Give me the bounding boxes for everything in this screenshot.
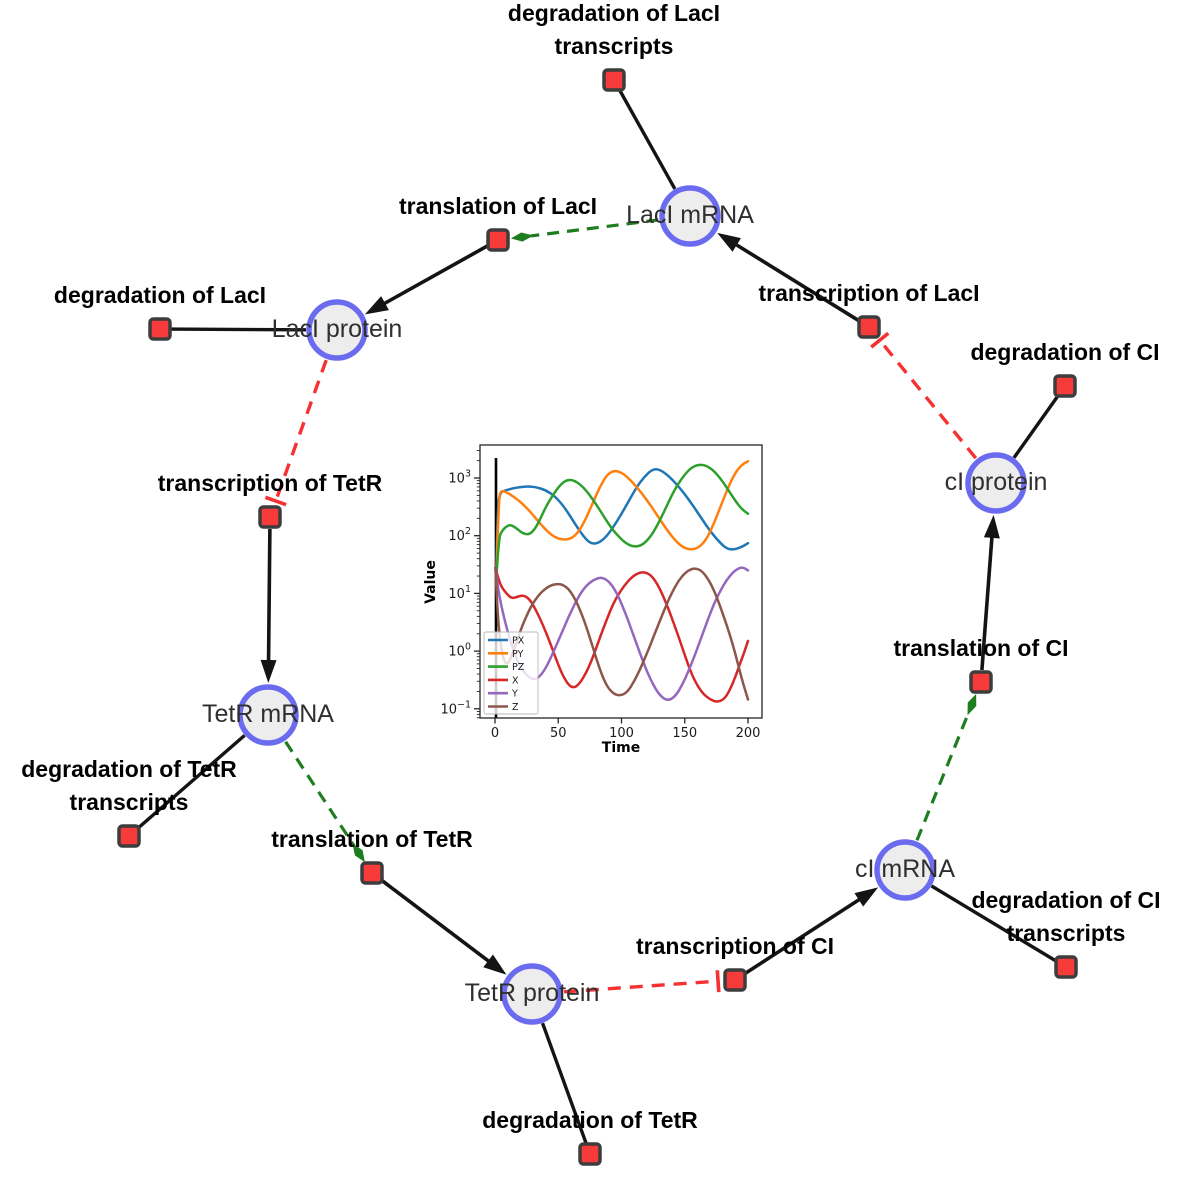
species-node-laci_mrna [659, 185, 721, 247]
legend-label-PZ: PZ [512, 662, 525, 673]
legend-label-PX: PX [512, 636, 525, 647]
species-node-tetr_protein [501, 963, 563, 1025]
y-axis-label: Value [423, 560, 439, 604]
reaction-node-deg_laci_tx [602, 68, 626, 92]
edge-inhibition-laci_protein-tx_tetr [274, 359, 328, 502]
y-tick-label: 103 [448, 469, 471, 487]
edge-production-tx_laci-laci_mrna [731, 240, 860, 323]
reaction-node-tx_tetr [258, 505, 282, 529]
edge-consumption-tetr_protein-deg_tetr [540, 1022, 589, 1148]
edge-catalysis-ci_mrna-transl_ci [915, 711, 971, 841]
edge-production-tx_ci-ci_mrna-arrowhead [854, 887, 879, 907]
y-tick-label: 10−1 [440, 699, 471, 717]
edge-catalysis-tetr_mrna-transl_tetr-arrowhead [352, 842, 365, 863]
y-tick-label: 100 [448, 642, 471, 660]
edge-consumption-tetr_mrna-deg_tetr_tx [133, 734, 246, 833]
edge-production-transl_ci-ci_protein-arrowhead [983, 514, 1000, 539]
edge-inhibition-ci_protein-tx_laci-tbar [870, 331, 890, 349]
edge-production-tx_tetr-tetr_mrna-arrowhead [260, 659, 277, 684]
reaction-node-deg_ci_tx [1054, 955, 1078, 979]
reaction-node-deg_tetr [578, 1142, 602, 1166]
reaction-node-tx_ci [723, 968, 747, 992]
legend-label-PY: PY [512, 649, 524, 660]
edge-consumption-ci_protein-deg_ci [1012, 391, 1062, 459]
edge-production-transl_tetr-tetr_protein [380, 878, 494, 966]
edge-catalysis-ci_mrna-transl_ci-arrowhead [967, 694, 977, 716]
legend-label-Z: Z [512, 702, 519, 713]
species-node-laci_protein [306, 299, 368, 361]
time-series-plot: 0 50 100 150 200 103 102 101 100 10−1 Time Value PX P… [423, 444, 763, 756]
edge-inhibition-laci_protein-tx_tetr-tbar [264, 495, 287, 507]
edge-production-transl_laci-laci_protein-arrowhead [364, 296, 389, 315]
edge-inhibition-ci_protein-tx_laci [878, 339, 978, 460]
reaction-node-deg_tetr_tx [117, 824, 141, 848]
edge-production-tx_ci-ci_mrna [744, 895, 864, 975]
x-tick-label: 50 [550, 726, 567, 741]
reaction-node-deg_ci [1053, 374, 1077, 398]
series-line-X [494, 566, 750, 703]
series-line-PZ [495, 463, 750, 578]
edge-production-transl_laci-laci_protein [379, 244, 489, 308]
edge-consumption-laci_protein-deg_laci [167, 327, 307, 332]
edge-consumption-ci_mrna-deg_ci_tx [930, 884, 1061, 965]
edge-inhibition-tetr_protein-tx_ci [563, 979, 719, 994]
edge-consumption-laci_mrna-deg_laci_tx [616, 86, 677, 190]
edge-catalysis-tetr_mrna-transl_tetr [284, 740, 356, 847]
edge-production-transl_tetr-tetr_protein-arrowhead [483, 954, 507, 975]
series-line-PY [495, 460, 750, 572]
edge-production-transl_ci-ci_protein [980, 532, 995, 671]
species-node-tetr_mrna [237, 684, 299, 746]
y-tick-label: 102 [448, 526, 471, 544]
x-tick-label: 200 [736, 726, 761, 741]
x-axis-label: Time [602, 740, 640, 756]
reaction-node-transl_ci [969, 670, 993, 694]
species-node-ci_mrna [874, 839, 936, 901]
x-tick-label: 100 [609, 726, 634, 741]
legend-label-Y: Y [511, 689, 518, 700]
reaction-node-deg_laci [148, 317, 172, 341]
reaction-node-tx_laci [857, 315, 881, 339]
legend-label-X: X [512, 675, 519, 686]
reaction-node-transl_tetr [360, 861, 384, 885]
species-node-ci_protein [965, 452, 1027, 514]
x-tick-label: 150 [672, 726, 697, 741]
legend-box [483, 631, 539, 715]
edge-inhibition-tetr_protein-tx_ci-tbar [715, 970, 721, 993]
y-tick-label: 101 [448, 584, 471, 602]
x-tick-label: 0 [491, 726, 499, 741]
edge-catalysis-laci_mrna-transl_laci-arrowhead [510, 232, 534, 242]
edge-production-tx_tetr-tetr_mrna [266, 528, 272, 666]
reaction-node-transl_laci [486, 228, 510, 252]
edge-production-tx_laci-laci_mrna-arrowhead [717, 232, 741, 252]
edge-catalysis-laci_mrna-transl_laci [530, 218, 659, 238]
